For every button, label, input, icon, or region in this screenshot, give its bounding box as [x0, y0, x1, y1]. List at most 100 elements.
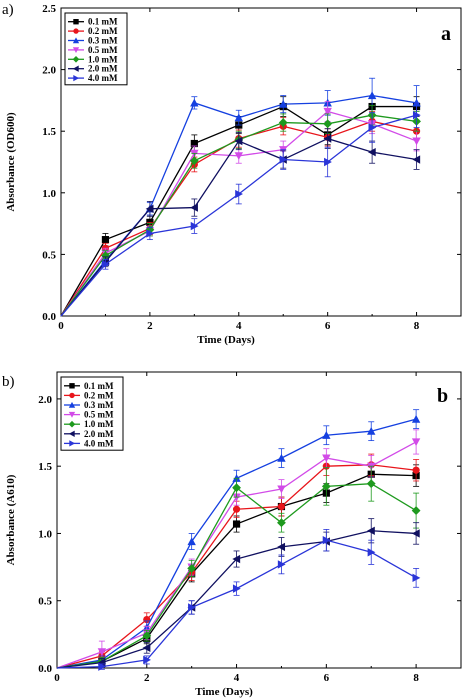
panel-letter: b [437, 385, 448, 407]
data-point [235, 189, 243, 199]
x-tick-label: 8 [413, 672, 419, 684]
legend-label: 1.0 mM [84, 419, 114, 429]
legend-label: 4.0 mM [88, 73, 118, 83]
series-1-0-mm [60, 104, 421, 317]
data-point [411, 506, 421, 515]
series-0-5-mm [56, 429, 421, 669]
data-point [232, 584, 241, 593]
x-axis-title: Time (Days) [195, 686, 253, 698]
series-4-0-mm [56, 529, 421, 671]
data-point [142, 643, 151, 653]
data-point [411, 529, 420, 538]
data-point [187, 564, 197, 573]
data-point [97, 658, 106, 667]
legend-label: 4.0 mM [84, 438, 114, 448]
legend-marker [68, 401, 76, 408]
data-point [190, 98, 199, 107]
data-point [101, 260, 110, 269]
data-point [145, 204, 154, 214]
data-point [323, 107, 332, 116]
data-point [232, 483, 241, 493]
x-tick-label: 0 [54, 672, 60, 684]
data-point [324, 157, 332, 167]
data-point [232, 505, 241, 513]
legend-marker [73, 28, 79, 34]
x-tick-label: 8 [414, 320, 420, 332]
data-point [411, 438, 421, 447]
x-tick-label: 6 [325, 320, 331, 332]
data-point [234, 136, 243, 146]
legend-marker [68, 430, 75, 437]
data-point [143, 615, 151, 624]
legend-label: 0.5 mM [88, 45, 118, 55]
panel-letter: a [441, 23, 451, 45]
data-point [277, 518, 286, 528]
legend-marker [72, 56, 80, 63]
panel-b: b) b 0 2 4 6 8 0.0 0.5 1.0 1.5 2.0 Time (Days) Absorb… [2, 371, 462, 698]
y-tick-label: 2.0 [38, 394, 52, 406]
data-point [277, 560, 286, 569]
legend-marker [73, 74, 80, 82]
data-point [323, 134, 332, 143]
legend: 0.1 mM0.2 mM0.3 mM0.5 mM1.0 mM2.0 mM4.0 … [60, 376, 124, 451]
y-axis-title: Absorbance (A610) [5, 474, 17, 565]
data-point [277, 453, 286, 462]
data-point [188, 603, 196, 612]
series-2-0-mm [60, 128, 421, 317]
figure-label: a) [2, 2, 14, 18]
data-point [143, 655, 151, 665]
legend-label: 0.2 mM [84, 390, 114, 400]
plot-frame [60, 7, 462, 317]
data-point [367, 147, 376, 157]
x-tick-label: 2 [144, 672, 150, 684]
data-point [142, 631, 152, 641]
y-tick-label: 0.5 [38, 596, 52, 608]
x-tick-label: 4 [236, 320, 242, 332]
x-tick-label: 4 [234, 672, 240, 684]
data-point [321, 481, 331, 491]
figure-label: b) [2, 374, 15, 390]
data-point [234, 113, 243, 122]
data-point [367, 91, 377, 100]
legend-marker [69, 440, 76, 447]
data-point [98, 662, 107, 671]
series-line [56, 418, 417, 669]
y-tick-label: 2.0 [42, 65, 56, 77]
data-point [322, 431, 331, 439]
series-2-0-mm [56, 518, 420, 669]
data-point [189, 156, 199, 166]
data-point [232, 554, 241, 564]
legend-marker [73, 19, 79, 25]
data-point [277, 485, 286, 494]
x-axis-title: Time (Days) [197, 334, 255, 346]
legend-label: 0.3 mM [88, 36, 118, 46]
series-4-0-mm [60, 102, 421, 317]
legend-label: 0.5 mM [84, 410, 114, 420]
data-point [277, 502, 286, 511]
legend-label: 0.2 mM [88, 26, 118, 36]
data-point [277, 542, 286, 552]
data-point [322, 535, 331, 545]
y-tick-label: 0.0 [42, 311, 56, 323]
data-point [190, 203, 198, 212]
plot-frame [56, 371, 462, 669]
data-point [412, 466, 420, 474]
data-point [412, 573, 421, 583]
data-point [368, 123, 377, 132]
data-point [367, 526, 375, 535]
legend-marker [72, 65, 79, 72]
data-point [367, 548, 376, 557]
y-tick-label: 1.5 [38, 461, 52, 473]
x-tick-label: 2 [147, 320, 153, 332]
legend-marker [69, 383, 75, 389]
data-point [279, 99, 288, 108]
data-point [190, 221, 199, 231]
data-point [97, 648, 107, 657]
data-point [412, 110, 421, 120]
data-point [411, 414, 421, 423]
series-line [60, 137, 417, 317]
series-1-0-mm [56, 465, 421, 669]
panel-a: a) a 0 2 4 6 8 0.0 0.5 1.0 1.5 2.0 2.5 Time (Days) Abs… [2, 2, 462, 346]
data-point [322, 454, 331, 463]
x-tick-label: 0 [58, 320, 64, 332]
